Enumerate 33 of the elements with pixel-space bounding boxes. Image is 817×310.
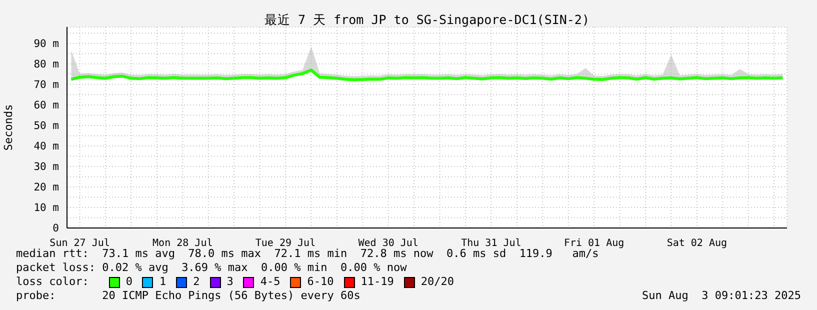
y-tick-label: 40 m	[34, 140, 59, 153]
text: Sun Aug 3 09:01:23 2025	[642, 289, 801, 303]
legend-label: 20/20	[420, 275, 454, 289]
x-tick-label: Sat 02 Aug	[666, 238, 728, 249]
text: median rtt: 73.1 ms avg 78.0 ms max 72.1 ms min 72.8 ms now 0.6 ms sd 119.9 am/s	[16, 247, 599, 260]
x-tick-label: Fri 01 Aug	[564, 238, 624, 249]
legend-label: 0	[126, 275, 132, 289]
line-series	[70, 68, 784, 82]
y-tick-label: 10 m	[34, 202, 59, 214]
text: packet loss: 0.02 % avg 3.69 % max 0.00 % min 0.00 % now	[16, 261, 408, 275]
chart-title: 最近 7 天 from JP to SG-Singapore-DC1(SIN-2)	[264, 12, 590, 29]
legend-label: 3	[226, 275, 234, 289]
x-tick-label: Wed 30 Jul	[358, 238, 418, 249]
legend-title: loss color:	[16, 275, 89, 289]
x-tick-label: Mon 28 Jul	[152, 238, 213, 249]
y-tick-label: 90 m	[34, 38, 59, 50]
x-tick-label: Tue 29 Jul	[255, 238, 316, 249]
y-tick-label: 60 m	[34, 100, 59, 112]
legend-label: 1	[159, 275, 166, 289]
y-axis-title: Seconds	[2, 104, 15, 151]
y-tick-label: 20 m	[34, 182, 59, 194]
x-tick-label: Sun 27 Jul	[50, 238, 110, 249]
y-tick-label: 30 m	[34, 161, 59, 174]
y-tick-label: 0	[52, 222, 59, 235]
y-tick-label: 80 m	[34, 58, 59, 71]
legend-label: 6-10	[307, 275, 334, 289]
y-tick-label: 50 m	[34, 120, 59, 132]
legend-label: 11-19	[360, 275, 394, 289]
legend-label: 2	[193, 275, 200, 289]
x-tick-label: Thu 31 Jul	[461, 238, 522, 249]
y-tick-label: 70 m	[34, 79, 59, 92]
text: probe: 20 ICMP Echo Pings (56 Bytes) every 60s	[16, 289, 360, 303]
legend-label: 4-5	[260, 275, 280, 289]
